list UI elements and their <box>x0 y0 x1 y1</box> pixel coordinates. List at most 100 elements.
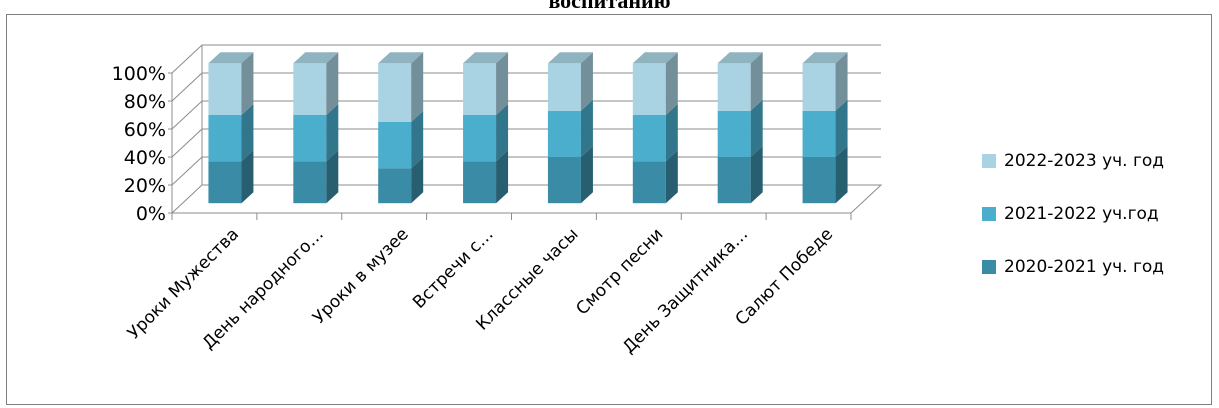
y-tick-label: 40% <box>124 147 166 169</box>
bar-front <box>717 110 751 157</box>
y-tick-label: 0% <box>136 203 166 225</box>
legend-swatch-2022-2023 <box>982 154 996 168</box>
x-tick-label: Смотр песни <box>572 224 667 319</box>
y-tick-label: 100% <box>112 63 166 85</box>
bar-top <box>802 52 848 64</box>
bar-front <box>378 63 412 122</box>
bar-front <box>378 122 412 169</box>
bar-side <box>496 150 509 204</box>
bar-side <box>411 111 424 169</box>
bar-front <box>717 63 751 111</box>
bar-side <box>750 146 763 204</box>
bar-front <box>208 63 242 115</box>
gridline-side <box>171 44 203 74</box>
bar-segment <box>378 111 424 169</box>
legend-swatch-2021-2022 <box>982 207 996 221</box>
bar-segment <box>802 99 848 157</box>
bar-segment <box>378 52 424 123</box>
bar-side <box>665 52 678 115</box>
bar-side <box>665 104 678 162</box>
bar-side <box>326 104 339 162</box>
bar-front <box>802 110 836 157</box>
y-axis-ticks: 0% 20% 40% 60% 80% 100% <box>112 63 166 225</box>
bar-side <box>241 150 254 204</box>
legend-item-2021-2022: 2021-2022 уч.год <box>982 203 1164 225</box>
bar-side <box>835 146 848 204</box>
bar-segment <box>463 150 509 204</box>
gridline-side <box>171 72 203 102</box>
bar-segment <box>802 52 848 111</box>
bar-segment <box>463 52 509 115</box>
bar-top <box>547 52 593 64</box>
legend-item-2020-2021: 2020-2021 уч. год <box>982 256 1164 278</box>
bar-side <box>835 52 848 111</box>
bar-front <box>463 63 497 115</box>
bar-side <box>411 157 424 204</box>
floor <box>170 184 883 214</box>
bar-segment <box>208 52 254 115</box>
bar-segment <box>293 52 339 115</box>
bar-front <box>632 63 666 115</box>
bar-top <box>632 52 678 64</box>
bar-side <box>411 52 424 123</box>
legend-item-2022-2023: 2022-2023 уч. год <box>982 150 1164 172</box>
bar-top <box>463 52 509 64</box>
bar-front <box>547 63 581 111</box>
bar-segment <box>802 146 848 204</box>
bar-side <box>580 52 593 111</box>
bar-side <box>580 99 593 157</box>
bar-top <box>378 52 424 64</box>
legend-label-2021-2022: 2021-2022 уч.год <box>1004 204 1159 224</box>
bar-segment <box>717 146 763 204</box>
bar-front <box>547 110 581 157</box>
bar-side <box>750 52 763 111</box>
bar-segment <box>547 99 593 157</box>
bar-segment <box>632 104 678 162</box>
gridline-side <box>171 128 203 158</box>
bar-segment <box>293 150 339 204</box>
bar-top <box>208 52 254 64</box>
bar-side <box>326 150 339 204</box>
bar-segment <box>547 52 593 111</box>
bar-side <box>496 104 509 162</box>
bar-front <box>463 161 497 204</box>
bar-front <box>293 161 327 204</box>
bar-front <box>632 161 666 204</box>
y-tick-label: 80% <box>124 91 166 113</box>
bar-segment <box>717 99 763 157</box>
bar-segment <box>378 157 424 204</box>
bar-front <box>293 115 327 162</box>
bar-segment <box>208 104 254 162</box>
bar-front <box>463 115 497 162</box>
bar-side <box>241 104 254 162</box>
bar-side <box>665 150 678 204</box>
bar-side <box>241 52 254 115</box>
bar-side <box>326 52 339 115</box>
bar-top <box>293 52 339 64</box>
bar-front <box>293 63 327 115</box>
legend-label-2020-2021: 2020-2021 уч. год <box>1004 257 1165 277</box>
gridline-side <box>171 156 203 186</box>
x-tick-label: Встречи с… <box>409 224 497 312</box>
bar-front <box>717 157 751 204</box>
chart-title: воспитанию <box>548 0 671 13</box>
bar-front <box>802 63 836 111</box>
bar-top <box>717 52 763 64</box>
bar-segment <box>632 150 678 204</box>
legend-swatch-2020-2021 <box>982 260 996 274</box>
bar-segment <box>463 104 509 162</box>
bar-segment <box>547 146 593 204</box>
bar-front <box>208 115 242 162</box>
chart-frame <box>6 14 1212 405</box>
bars <box>208 52 848 204</box>
bar-side <box>580 146 593 204</box>
bar-front <box>632 115 666 162</box>
bar-front <box>378 168 412 204</box>
legend: 2022-2023 уч. год 2021-2022 уч.год 2020-… <box>982 150 1164 309</box>
bar-segment <box>632 52 678 115</box>
bar-front <box>208 161 242 204</box>
bar-segment <box>208 150 254 204</box>
bar-side <box>750 99 763 157</box>
